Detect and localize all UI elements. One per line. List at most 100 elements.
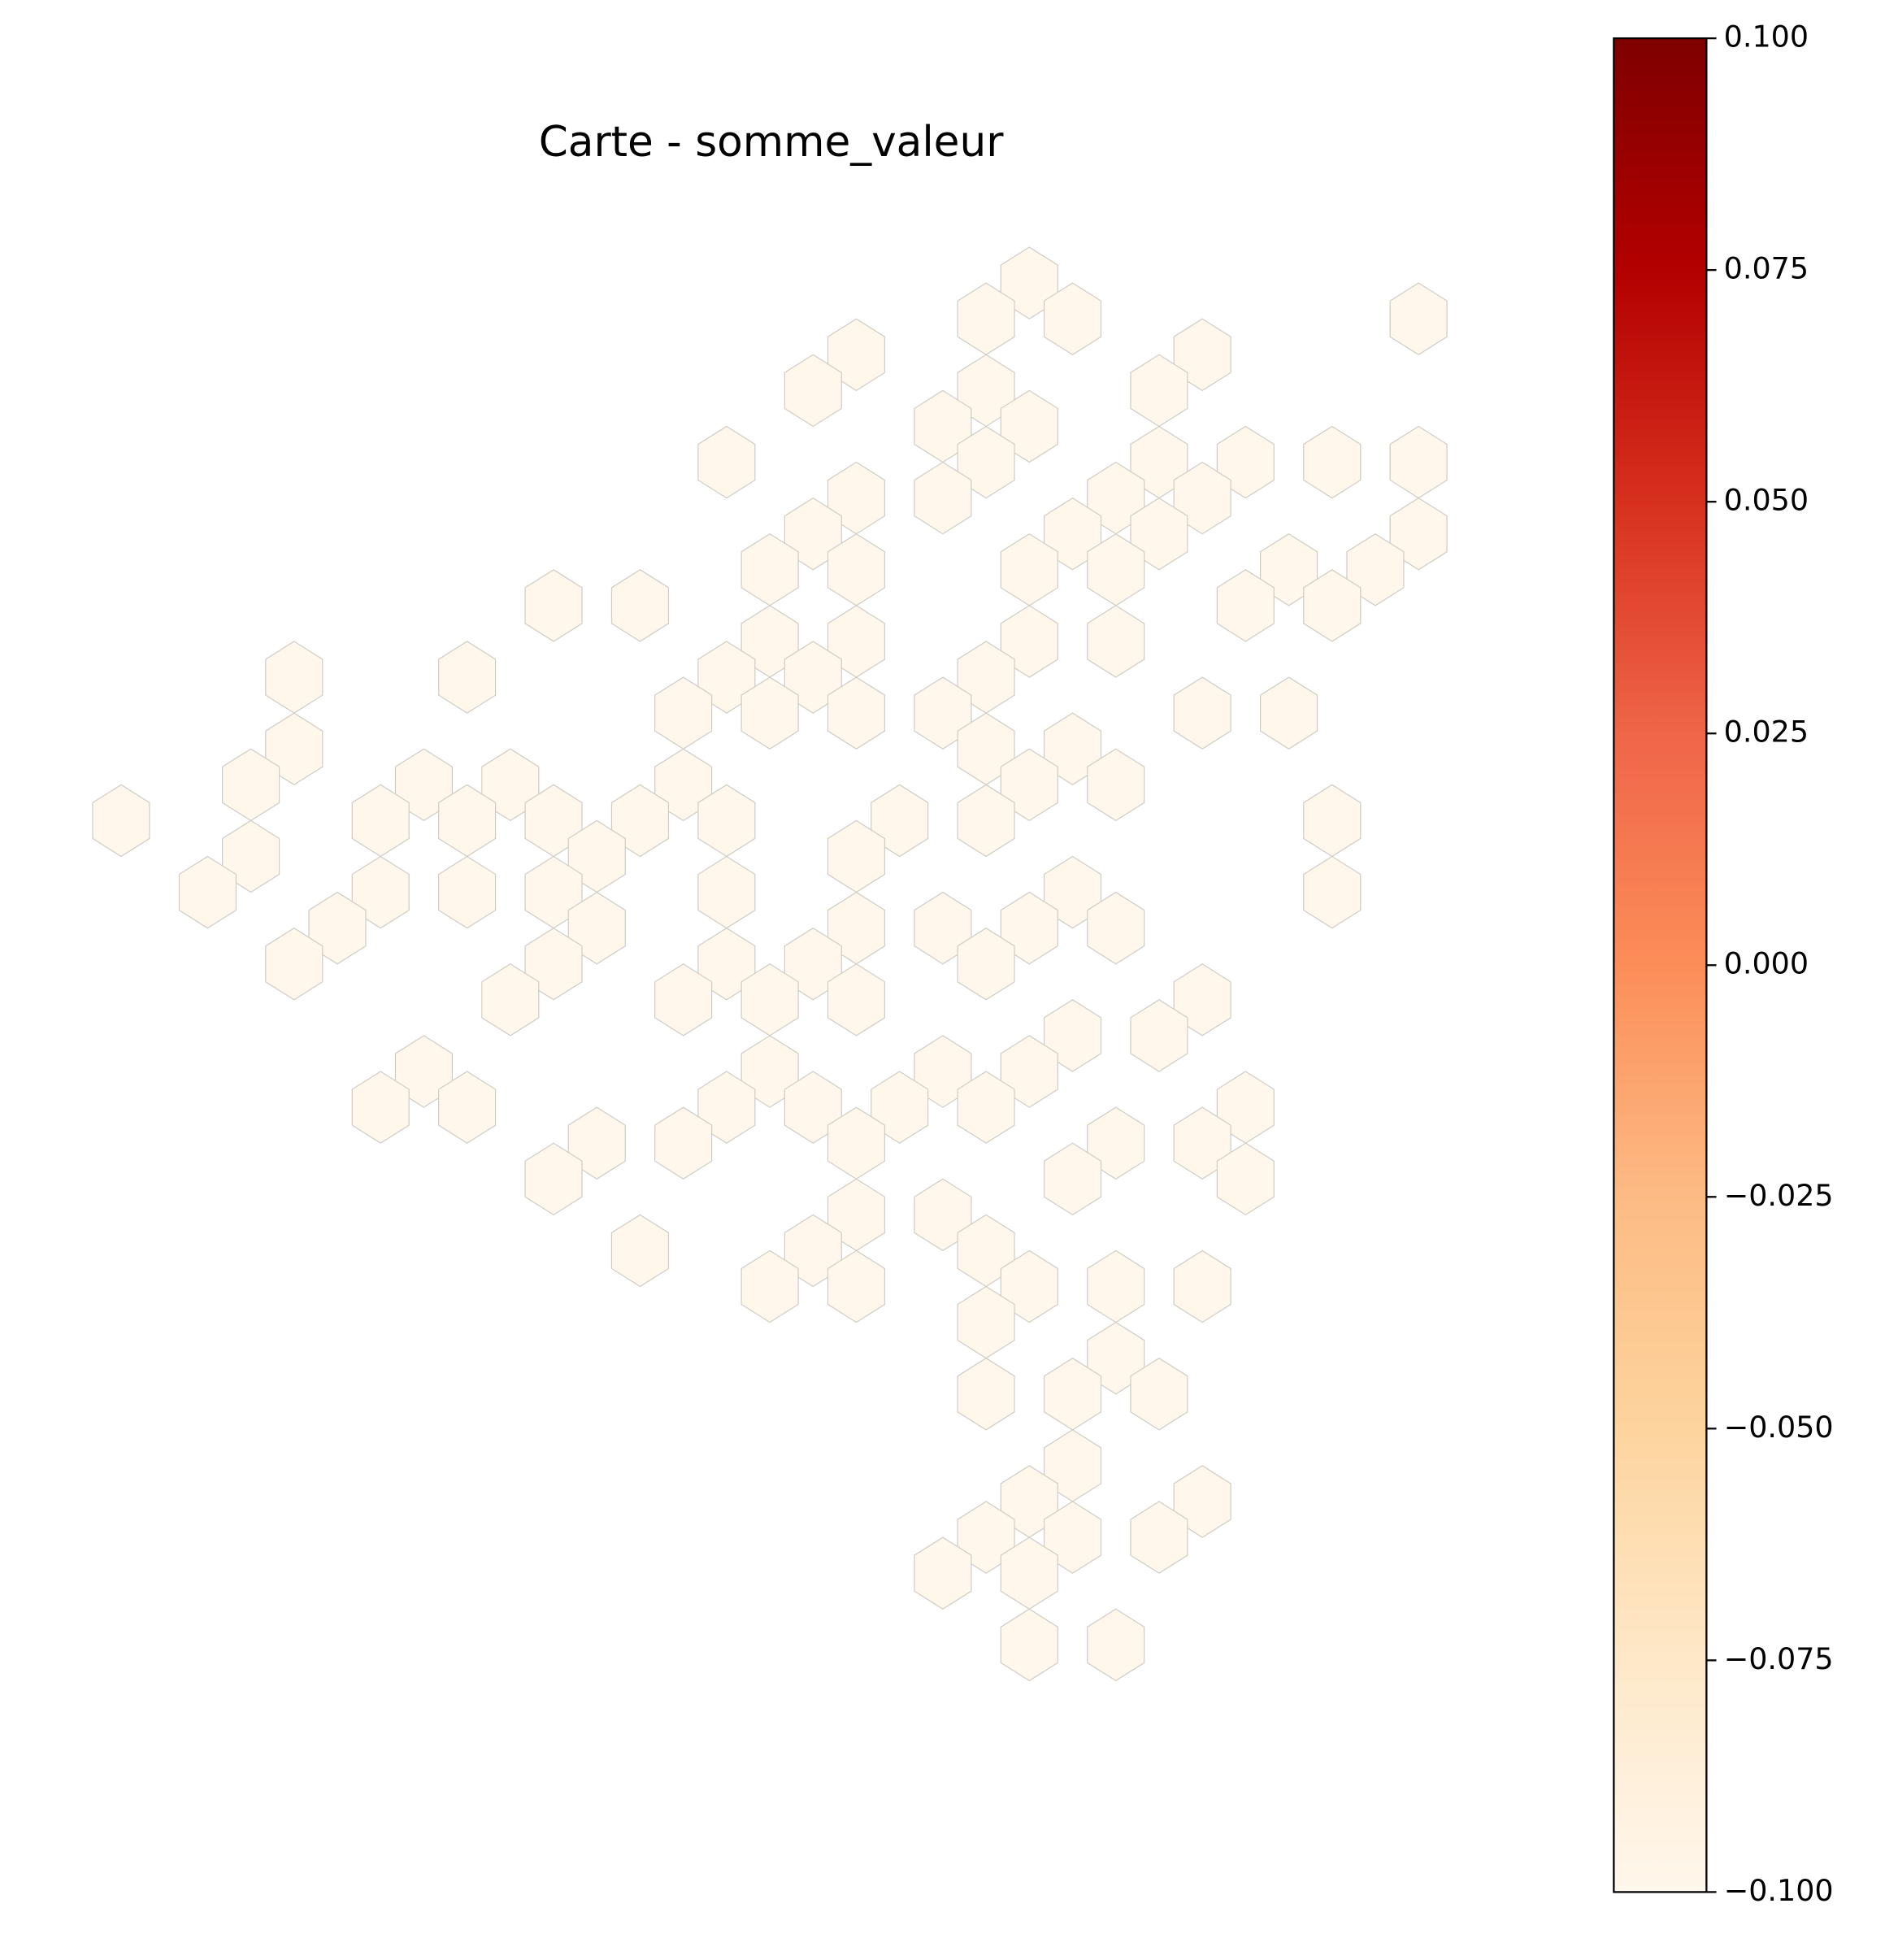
hexbin-cell (1346, 532, 1405, 606)
hexbin-cell (1043, 282, 1102, 356)
hexbin-cell (308, 891, 367, 965)
hexbin-cell (914, 1035, 972, 1108)
hexbin-cell (784, 1214, 842, 1288)
hexbin-cell (351, 1071, 410, 1144)
hexbin-cell (914, 1178, 972, 1252)
hexbin-cell (610, 784, 670, 858)
colorbar-tick-label: −0.075 (1724, 1641, 1834, 1676)
hexbin-cell (567, 891, 626, 965)
hexbin-cell (1087, 891, 1145, 965)
hexbin-cell (394, 1035, 453, 1108)
hexbin-cell (524, 1142, 583, 1216)
hexbin-cell (914, 676, 972, 750)
hexbin-cell (178, 855, 237, 929)
hexbin-cell (654, 963, 713, 1036)
hexbin-cell (697, 927, 756, 1001)
hexbin-cell (524, 927, 583, 1001)
hexbin-cell (1043, 1501, 1102, 1574)
hexbin-cell (1389, 425, 1448, 499)
hexbin-cell (1087, 1106, 1145, 1180)
hexbin-cell (784, 927, 842, 1001)
hexbin-cell (654, 748, 713, 822)
hexbin-cell (1087, 748, 1145, 822)
hexbin-cell (1000, 246, 1058, 319)
hexbin-cell (654, 1106, 713, 1180)
hexbin-cell (438, 641, 497, 714)
hex-layer (92, 246, 1448, 1682)
hexbin-cell (1087, 605, 1145, 678)
hexbin-cell (1043, 855, 1102, 929)
hexbin-cell (1173, 318, 1231, 392)
hexbin-cell (567, 1106, 626, 1180)
hexbin-cell (1130, 1357, 1188, 1431)
colorbar-tick-label: 0.000 (1724, 946, 1809, 981)
chart-title: Carte - somme_valeur (539, 118, 1005, 167)
colorbar-tick-label: 0.025 (1724, 715, 1809, 750)
hexbin-cell (827, 318, 886, 392)
hexbin-cell (1087, 1321, 1145, 1395)
hexbin-cell (1173, 1465, 1231, 1538)
hexbin-cell (827, 1249, 886, 1323)
hexbin-cell (1000, 1035, 1058, 1108)
hexbin-cell (914, 891, 972, 965)
colorbar-tick-label: −0.100 (1724, 1873, 1834, 1908)
hexbin-cell (481, 963, 540, 1036)
hexbin-cell (914, 461, 972, 535)
hexbin-cell (957, 1501, 1015, 1574)
hexbin-cell (914, 1536, 972, 1610)
hexbin-cell (92, 784, 150, 858)
hexbin-cell (438, 855, 497, 929)
hexbin-cell (741, 676, 799, 750)
hexbin-cell (1303, 569, 1362, 642)
hexbin-cell (1000, 748, 1058, 822)
hexbin-cell (1173, 1106, 1231, 1180)
hexbin-cell (265, 641, 324, 714)
hexbin-cell (827, 676, 886, 750)
hexbin-cell (1000, 1608, 1058, 1682)
hexbin-cell (1259, 676, 1318, 750)
hexbin-cell (1043, 712, 1102, 786)
hexbin-cell (1303, 784, 1362, 858)
colorbar-tick-label: 0.075 (1724, 251, 1809, 286)
hexbin-cell (481, 748, 540, 822)
hexbin-cell (1043, 999, 1102, 1072)
hexbin-cell (1216, 1142, 1275, 1216)
hexbin-cell (265, 712, 324, 786)
hexbin-cell (1259, 532, 1318, 606)
hexbin-cell (1087, 1249, 1145, 1323)
hexbin-cell (524, 569, 583, 642)
hexbin-cell (1173, 461, 1231, 535)
hexbin-cell (1173, 963, 1231, 1036)
hexbin-cell (784, 354, 842, 428)
hexbin-cell (957, 425, 1015, 499)
hexbin-cell (1130, 497, 1188, 571)
hexbin-cell (1173, 676, 1231, 750)
hexbin-cell (1043, 1142, 1102, 1216)
hexbin-cell (1043, 497, 1102, 571)
hexbin-cell (1000, 605, 1058, 678)
hexbin-cell (1216, 425, 1275, 499)
hexbin-cell (1216, 569, 1275, 642)
hexbin-cell (697, 641, 756, 714)
hexbin-cell (1087, 1608, 1145, 1682)
hexbin-cell (1000, 389, 1058, 463)
hexbin-cell (610, 1214, 670, 1288)
hexbin-cell (1000, 1249, 1058, 1323)
hexbin-cell (957, 1357, 1015, 1431)
hexbin-cell (1389, 282, 1448, 356)
hexbin-cell (610, 569, 670, 642)
hexbin-cell (827, 963, 886, 1036)
colorbar-tick-label: 0.100 (1724, 20, 1809, 54)
colorbar-tick-label: 0.050 (1724, 483, 1809, 518)
hexbin-cell (784, 497, 842, 571)
colorbar-tick-label: −0.025 (1724, 1178, 1834, 1213)
hexbin-cell (1130, 1501, 1188, 1574)
hexbin-cell (1389, 497, 1448, 571)
hexbin-cell (871, 1071, 929, 1144)
hexbin-cell (957, 1071, 1015, 1144)
hexbin-cell (697, 1071, 756, 1144)
hexbin-cell (1303, 855, 1362, 929)
colorbar-tick-label: −0.050 (1724, 1410, 1834, 1445)
